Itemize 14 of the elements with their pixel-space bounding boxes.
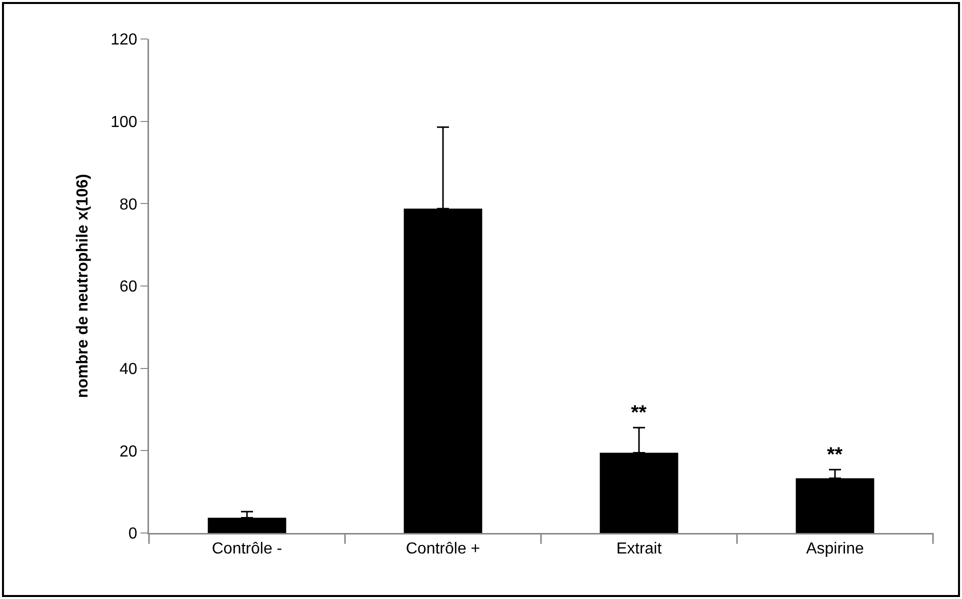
y-tick-label: 80 (120, 196, 138, 214)
y-tick-label: 40 (120, 360, 138, 378)
x-tick-label: Extrait (616, 540, 662, 558)
annotation: ** (631, 402, 647, 424)
x-tick-label: Contrôle - (212, 540, 282, 558)
annotation: ** (827, 444, 843, 466)
y-tick-label: 60 (120, 278, 138, 296)
x-tick-label: Contrôle + (406, 540, 480, 558)
x-tick-label: Aspirine (806, 540, 864, 558)
y-tick-label: 120 (110, 32, 138, 49)
y-axis-title: nombre de neutrophile x(106) (74, 174, 92, 398)
y-tick-label: 100 (110, 114, 138, 131)
y-tick-label: 0 (128, 526, 138, 543)
y-tick-label: 20 (120, 443, 138, 460)
